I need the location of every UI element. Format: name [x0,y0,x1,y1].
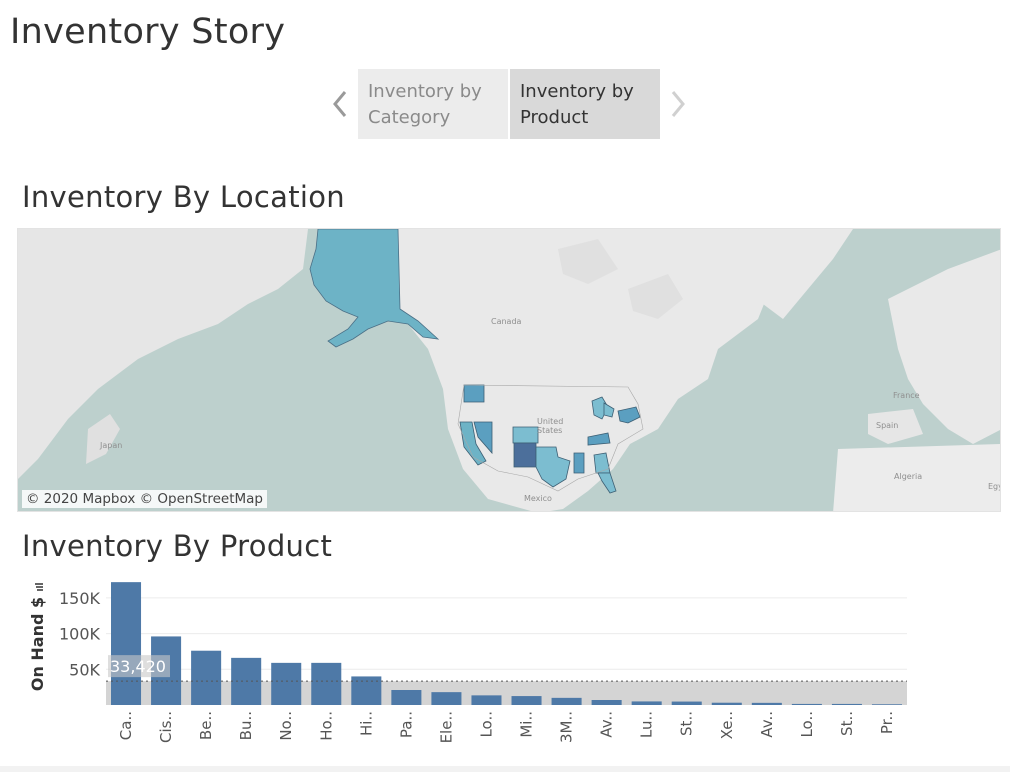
story-point-inventory-by-product[interactable]: Inventory by Product [510,69,660,139]
product-bar-chart[interactable]: 50K 100K 150K Ca.. Cis.. Be.. Bu.. No.. Ho.. Hi..… [0,572,1010,767]
map-label-algeria: Algeria [894,472,923,481]
map-label-canada: Canada [491,317,522,326]
x-tick-label: Bu.. [237,711,255,740]
x-tick-label: Xe.. [718,711,736,739]
y-axis-label: On Hand $ [28,597,47,691]
map-label-spain: Spain [876,421,899,430]
bar[interactable] [111,582,142,705]
bar[interactable] [391,690,422,705]
x-tick-label: Mi.. [518,711,536,738]
bar[interactable] [831,703,862,705]
x-tick-label: Hi.. [357,711,375,736]
map-label-egypt: Egy [988,482,1000,491]
story-title: Inventory Story [10,12,286,52]
x-tick-label: St.. [678,711,696,736]
product-section-title: Inventory By Product [22,529,333,563]
location-section-title: Inventory By Location [22,180,345,214]
bar[interactable] [551,697,582,705]
map-canvas [18,229,1000,511]
bar[interactable] [631,701,662,705]
bar[interactable] [431,692,462,705]
x-tick-label: Ele.. [437,711,455,743]
bar[interactable] [671,701,702,705]
bar[interactable] [511,696,542,705]
y-tick-label: 150K [59,589,101,608]
x-tick-label: 3M.. [558,711,576,743]
x-tick-label: Cis.. [157,711,175,743]
bar[interactable] [871,704,902,705]
chevron-right-icon[interactable] [667,86,689,122]
x-tick-label: Av.. [598,711,616,738]
chevron-left-icon[interactable] [329,86,351,122]
footer-strip [0,766,1010,772]
x-tick-label: Lo.. [798,711,816,738]
bar[interactable] [191,650,222,705]
bar[interactable] [591,700,622,705]
x-tick-label: St.. [838,711,856,736]
map-label-france: France [893,391,920,400]
map-attribution[interactable]: © 2020 Mapbox © OpenStreetMap [22,490,267,508]
bar[interactable] [311,662,342,705]
x-tick-label: Ca.. [117,711,135,740]
x-tick-label: Lo.. [477,711,495,738]
x-tick-label: Pr.. [878,711,896,734]
story-point-inventory-by-category[interactable]: Inventory by Category [358,69,508,139]
reference-band [106,681,907,705]
x-tick-label: No.. [277,711,295,741]
reference-label: 33,420 [110,657,166,676]
x-tick-label: Lu.. [638,711,656,738]
map-label-japan: Japan [100,441,123,450]
x-tick-label: Be.. [197,711,215,740]
bar[interactable] [711,702,742,705]
bar[interactable] [751,702,782,705]
sort-icon[interactable] [35,583,43,591]
y-tick-label: 100K [59,625,101,644]
chart-canvas: 50K 100K 150K Ca.. Cis.. Be.. Bu.. No.. Ho.. Hi..… [28,582,907,743]
y-tick-label: 50K [69,660,100,679]
inventory-map[interactable]: Canada United States Mexico Japan France… [17,228,1001,512]
map-label-united-states: United States [537,417,564,435]
reference-label-bg [108,655,170,678]
x-tick-label: Pa.. [397,711,415,738]
x-tick-label: Ho.. [317,711,335,741]
bar[interactable] [271,662,302,705]
x-tick-label: Av.. [758,711,776,738]
bar[interactable] [471,695,502,705]
bar[interactable] [791,703,822,705]
map-label-mexico: Mexico [524,494,552,503]
